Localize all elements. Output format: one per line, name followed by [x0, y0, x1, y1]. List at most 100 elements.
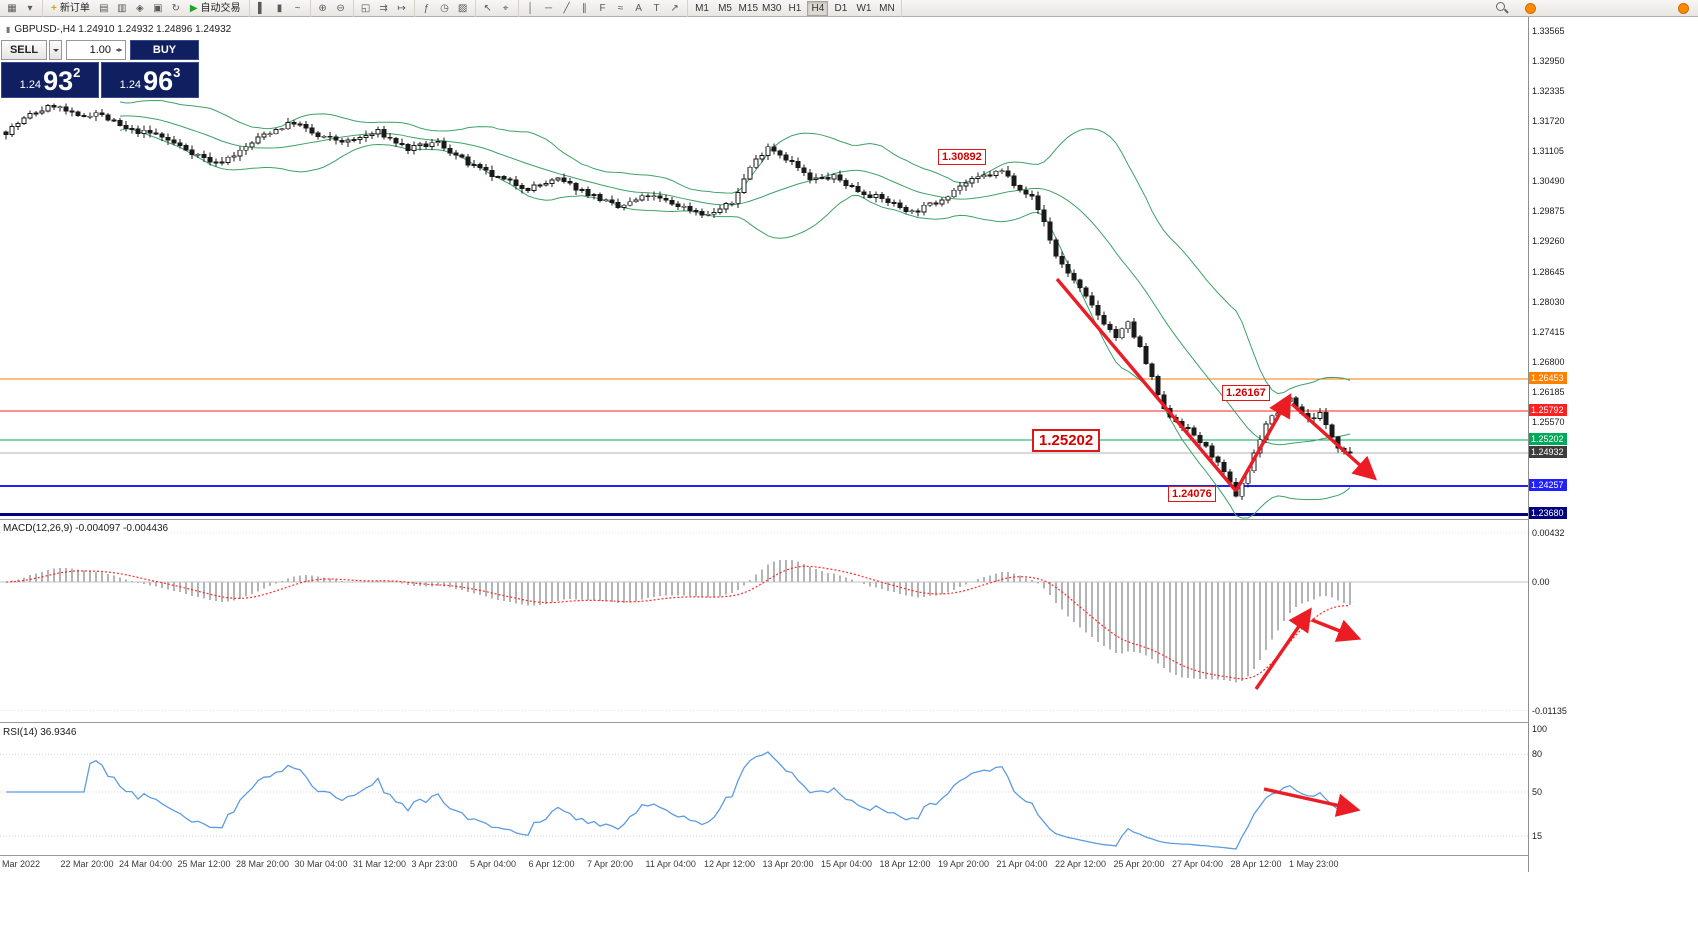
symbol-info: ▮ GBPUSD-,H4 1.24910 1.24932 1.24896 1.2… [6, 24, 231, 35]
time-axis-label: 13 Apr 20:00 [762, 859, 814, 869]
timeframe-m1[interactable]: M1 [695, 2, 709, 14]
auto-scroll-icon[interactable]: ⇉ [379, 2, 388, 14]
price-annotation[interactable]: 1.25202 [1032, 429, 1101, 452]
chart-profiles-icon[interactable]: ▾ [27, 2, 33, 14]
timeframe-m15[interactable]: M15 [738, 2, 758, 14]
price-level-tag: 1.23680 [1529, 507, 1567, 520]
time-axis[interactable]: Mar 2022 22 Mar 20:00 24 Mar 04:00 25 Mar 1… [0, 856, 1566, 872]
horizontal-line-icon[interactable]: ─ [545, 2, 553, 14]
search-icon[interactable] [1494, 1, 1510, 16]
candlestick-chart-icon[interactable]: ▮ [276, 2, 283, 14]
rsi-label: RSI(14) 36.9346 [3, 727, 77, 738]
volume-value: 1.00 [89, 44, 111, 56]
timeframe-m5[interactable]: M5 [718, 2, 732, 14]
price-axis[interactable]: 1.33565 1.32950 1.32335 1.31720 1.31105 1.304… [1528, 17, 1567, 872]
arrows-tool-icon[interactable]: ↗ [670, 2, 679, 14]
trade-controls-row: SELL 1.00 BUY [1, 40, 199, 60]
timeframe-w1[interactable]: W1 [856, 2, 872, 14]
new-chart-icon[interactable]: ▦ [7, 2, 17, 14]
panel-separator[interactable] [0, 519, 1566, 520]
zoom-in-icon[interactable]: ⊕ [318, 2, 327, 14]
buy-price-big: 96 [143, 66, 174, 96]
price-annotation[interactable]: 1.24076 [1168, 486, 1216, 502]
zoom-out-icon[interactable]: ⊖ [336, 2, 345, 14]
indicators-icon[interactable]: ƒ [423, 2, 430, 14]
overflow-icon[interactable] [1675, 1, 1691, 16]
time-axis-label: 22 Apr 12:00 [1055, 859, 1107, 869]
bar-chart-icon[interactable]: ▌ [258, 2, 266, 14]
cursor-icon[interactable]: ↖ [483, 2, 492, 14]
timeframe-d1[interactable]: D1 [834, 2, 848, 14]
price-level-tag: 1.25202 [1529, 432, 1567, 445]
macd-panel[interactable] [0, 520, 1528, 722]
timeframe-h4[interactable]: H4 [807, 0, 829, 16]
rsi-axis-label: 15 [1532, 831, 1543, 842]
sell-dropdown-icon[interactable] [49, 40, 62, 60]
vertical-line-icon[interactable]: │ [527, 2, 534, 14]
time-axis-label: 25 Apr 20:00 [1113, 859, 1165, 869]
sell-button[interactable]: SELL [1, 40, 47, 60]
volume-input[interactable]: 1.00 [66, 40, 126, 60]
price-axis-label: 1.28030 [1532, 296, 1565, 307]
buy-price-sup: 3 [173, 65, 181, 80]
macd-axis-label: 0.00 [1532, 577, 1550, 587]
price-axis-label: 1.32950 [1532, 56, 1565, 67]
volume-down-icon[interactable] [116, 49, 122, 55]
sell-price-display[interactable]: 1.24 93 2 [1, 62, 99, 98]
waves-icon[interactable]: ≈ [617, 2, 624, 14]
templates-icon[interactable]: ▨ [457, 2, 468, 14]
tile-windows-icon[interactable]: ◱ [360, 2, 371, 14]
label-icon[interactable]: T [653, 2, 660, 14]
toolbar-group: + 新订单 ▤ ▥ ◈ ▣ ↻ ▶ 自动交易 [43, 0, 250, 17]
data-window-icon[interactable]: ▥ [117, 2, 127, 14]
price-axis-label: 1.32335 [1532, 86, 1565, 97]
toolbar-group: ◱ ⇉ ↦ [354, 0, 415, 17]
text-icon[interactable]: A [635, 2, 642, 14]
time-axis-label: 12 Apr 12:00 [704, 859, 756, 869]
new-order-button[interactable]: + 新订单 [51, 2, 90, 14]
trendline-icon[interactable]: ╱ [563, 2, 570, 14]
main-toolbar: ▦ ▾ + 新订单 ▤ ▥ ◈ ▣ ↻ ▶ 自动交易 ▌ ▮ ~ ⊕ ⊖ ◱ ⇉ ↦ ƒ ◷ ▨ ↖ ⌖ │ ─ ╱ ∥ F ≈ A T ↗ M… [0, 0, 1698, 17]
time-axis-label: 6 Apr 12:00 [528, 859, 575, 869]
toolbar-group: ▌ ▮ ~ [250, 0, 311, 17]
buy-price-display[interactable]: 1.24 96 3 [101, 62, 199, 98]
timeframe-mn[interactable]: MN [879, 2, 895, 14]
crosshair-icon[interactable]: ⌖ [502, 2, 509, 14]
price-annotation[interactable]: 1.26167 [1222, 385, 1270, 401]
terminal-icon[interactable]: ▣ [153, 2, 163, 14]
line-chart-icon[interactable]: ~ [294, 2, 301, 14]
timeframe-m30[interactable]: M30 [762, 2, 782, 14]
notification-icon[interactable] [1522, 1, 1538, 16]
time-axis-label: 22 Mar 20:00 [60, 859, 114, 869]
equidistant-channel-icon[interactable]: ∥ [582, 2, 588, 14]
one-click-trading-panel: SELL 1.00 BUY 1.24 93 2 1.24 96 3 [1, 40, 199, 98]
time-axis-label: 25 Mar 12:00 [177, 859, 231, 869]
time-axis-label: 24 Mar 04:00 [119, 859, 173, 869]
time-axis-label: 30 Mar 04:00 [294, 859, 348, 869]
price-axis-label: 1.26800 [1532, 356, 1565, 367]
toolbar-group: ƒ ◷ ▨ [415, 0, 476, 17]
time-axis-label: 7 Apr 20:00 [587, 859, 634, 869]
price-chart[interactable] [0, 17, 1528, 520]
chart-shift-icon[interactable]: ↦ [397, 2, 406, 14]
price-annotation[interactable]: 1.30892 [938, 149, 986, 165]
fibonacci-icon[interactable]: F [599, 2, 606, 14]
timeframe-h1[interactable]: H1 [788, 2, 802, 14]
buy-button[interactable]: BUY [130, 40, 199, 60]
toolbar-right [1493, 1, 1698, 16]
refresh-icon[interactable]: ↻ [171, 2, 181, 14]
periods-icon[interactable]: ◷ [440, 2, 449, 14]
buy-price-main: 1.24 [119, 79, 142, 91]
market-watch-icon[interactable]: ▤ [99, 2, 109, 14]
sell-price-big: 93 [43, 66, 74, 96]
chart-mini-icon: ▮ [6, 25, 11, 34]
panel-separator[interactable] [0, 855, 1566, 856]
navigator-icon[interactable]: ◈ [135, 2, 144, 14]
toolbar-group: │ ─ ╱ ∥ F ≈ A T ↗ [519, 0, 688, 17]
macd-label: MACD(12,26,9) -0.004097 -0.004436 [3, 523, 169, 534]
rsi-axis-label: 50 [1532, 787, 1543, 797]
panel-separator[interactable] [0, 722, 1566, 723]
rsi-panel[interactable] [0, 723, 1528, 855]
autotrading-button[interactable]: ▶ 自动交易 [189, 2, 241, 14]
